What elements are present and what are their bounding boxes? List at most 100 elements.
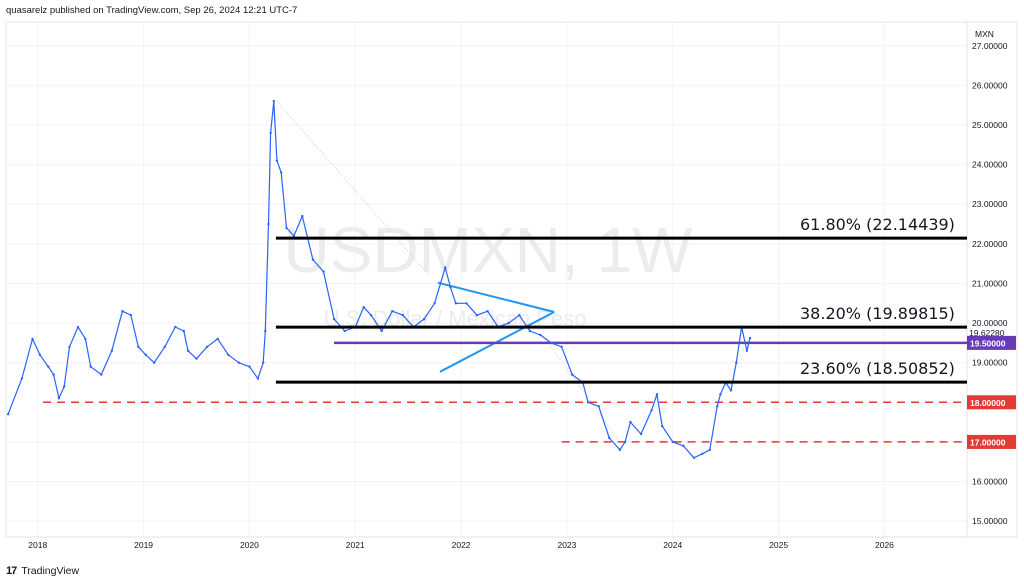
price-point [52,373,55,376]
price-point [205,345,209,349]
price-point [279,171,283,174]
triangle-upper-line[interactable] [437,281,555,313]
watermark-symbol: USDMXN, 1W [284,214,694,286]
price-point [692,456,696,459]
price-point [369,313,373,317]
price-point [539,333,542,337]
fib-level-label: 61.80% (22.14439) [800,215,955,234]
price-point [682,444,685,448]
price-point [31,337,34,341]
price-point [144,353,147,356]
price-point [186,349,190,353]
price-point [256,377,260,380]
price-point [391,309,394,313]
price-tick-label: 22.00000 [972,239,1008,249]
price-point [518,313,521,317]
price-point [422,317,426,321]
price-point [454,302,458,305]
price-tick-label: 19.00000 [972,358,1008,368]
price-point [433,302,436,305]
price-point [182,329,186,333]
fib-level-label: 23.60% (18.50852) [800,359,955,378]
price-point [227,353,230,356]
grid [6,22,967,537]
price-point [449,286,452,289]
price-point [237,361,241,364]
price-tag-box [967,395,1016,410]
price-point [301,214,304,218]
price-point [152,361,156,364]
drawings[interactable] [43,100,967,443]
price-point [719,393,722,396]
price-point [639,432,643,436]
price-point [571,373,574,376]
price-point [745,349,749,353]
price-point [121,309,124,313]
fib-trend-line[interactable] [276,100,430,276]
price-point [76,325,80,329]
price-tag-box [967,335,1016,350]
price-point [285,226,288,230]
price-tick-label: 16.00000 [972,477,1008,487]
price-point [608,436,611,440]
price-point [507,321,510,325]
price-point [68,345,71,349]
time-tick-label: 2024 [663,540,682,550]
price-point [248,365,251,368]
price-point [701,452,704,456]
price-point [129,313,133,317]
price-point [20,377,24,380]
last-price-label: 19.62280 [969,328,1005,338]
price-point [475,313,479,317]
price-point [57,397,61,400]
time-axis[interactable]: 2018 2019 2020 2021 2022 2023 2024 2025 2026 [28,540,894,550]
tradingview-logo-icon: 17 [6,565,17,577]
price-point [623,440,627,444]
price-point [560,345,563,349]
price-point [269,131,272,135]
price-point [671,440,674,444]
time-tick-label: 2023 [557,540,576,550]
price-point [362,306,365,309]
price-point [660,424,664,428]
price-tag-box [967,434,1016,449]
price-axis-panel [966,21,1018,538]
price-point [261,361,265,364]
price-point [272,100,275,103]
price-point [137,345,140,349]
price-point [322,270,325,273]
price-tick-label: 27.00000 [972,41,1008,51]
price-point [735,361,738,364]
price-tick-label: 23.00000 [972,199,1008,209]
time-tick-label: 2026 [875,540,894,550]
currency-label: MXN [975,29,994,39]
price-tick-label: 15.00000 [972,516,1008,526]
price-point [716,405,719,408]
price-point [264,329,267,333]
price-point [100,373,103,376]
price-point [275,159,279,162]
price-point [444,266,447,269]
price-point [63,385,66,388]
price-point [586,401,590,404]
price-point [195,357,198,360]
time-tick-label: 2018 [28,540,47,550]
price-point [729,389,733,392]
price-point [708,448,712,452]
price-point [549,341,553,345]
price-point [292,234,296,238]
footer: 17 TradingView [6,563,79,579]
price-point [618,448,622,452]
time-tick-label: 2020 [240,540,259,550]
price-point [401,313,405,317]
tradingview-brand: TradingView [21,565,80,577]
price-point [629,420,632,424]
price-point [650,409,653,412]
price-point [84,337,87,341]
publisher-caption: quasarelz published on TradingView.com, … [6,5,298,16]
price-tick-label: 26.00000 [972,80,1008,90]
price-tick-label: 24.00000 [972,160,1008,170]
price-tag-label: 19.50000 [970,338,1006,348]
fib-levels[interactable]: 61.80% (22.14439) 38.20% (19.89815) 23.60%… [275,215,967,384]
